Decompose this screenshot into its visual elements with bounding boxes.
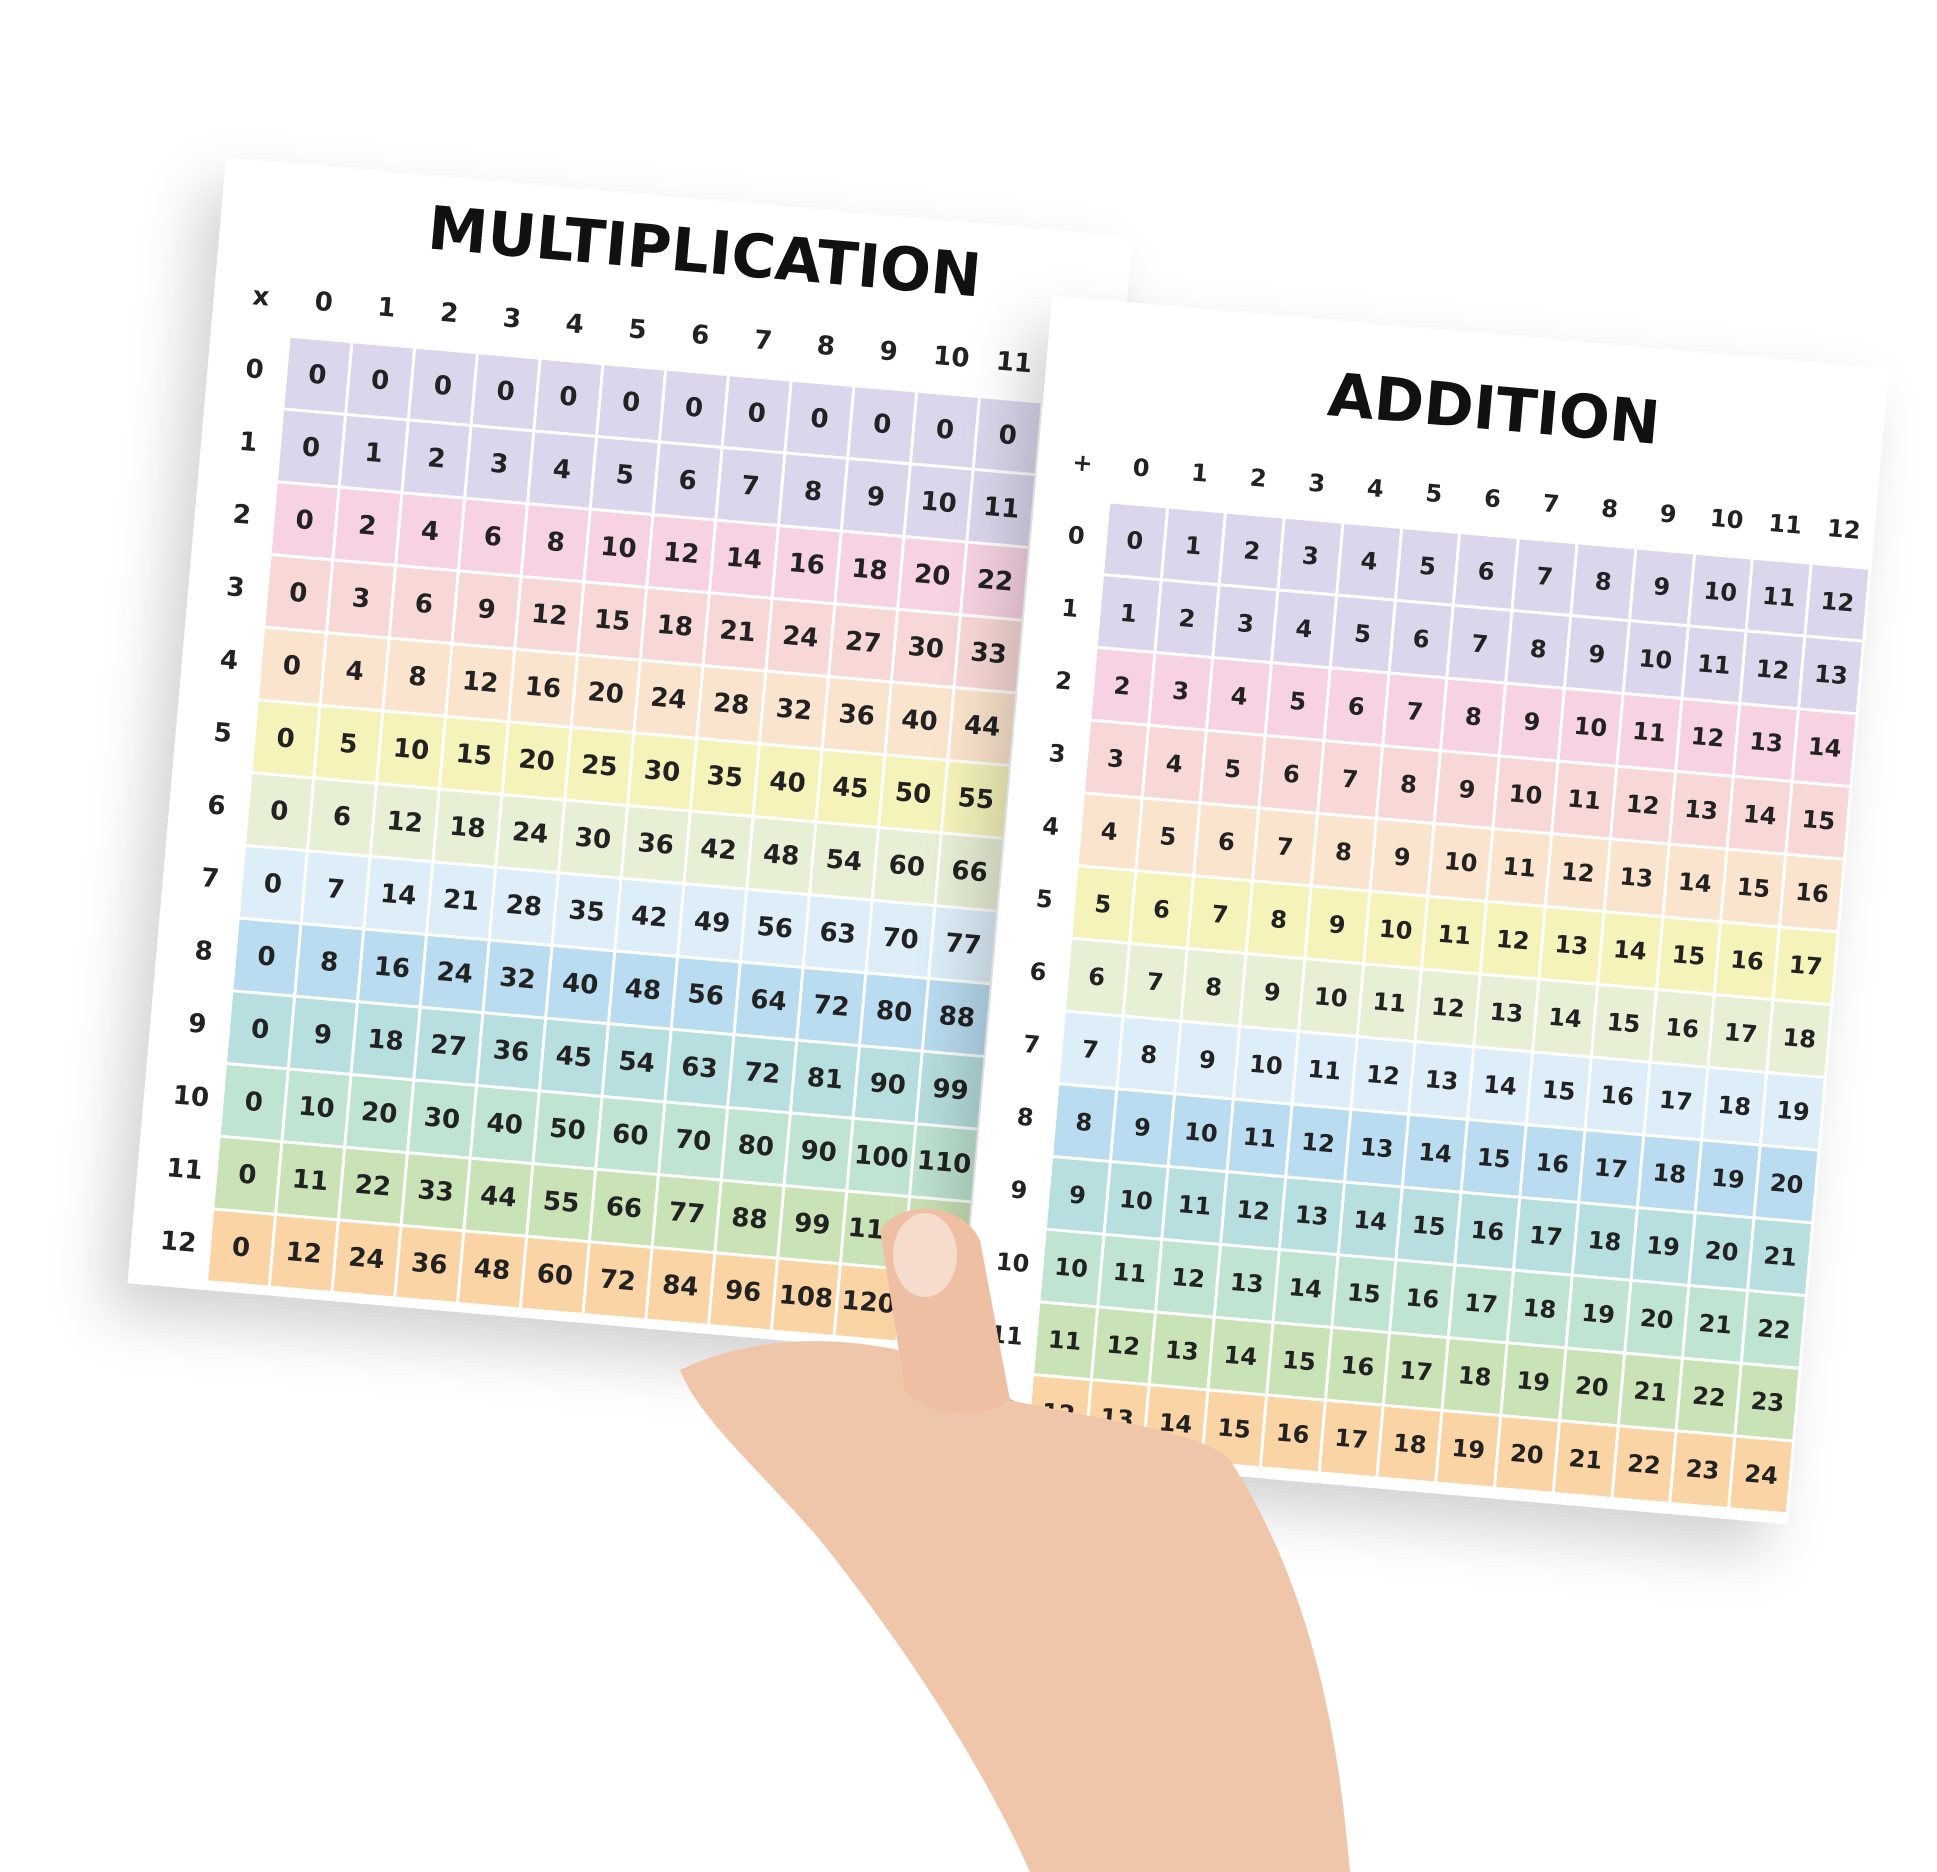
hand-palm	[680, 1341, 1350, 1872]
thumbnail	[893, 1213, 957, 1297]
